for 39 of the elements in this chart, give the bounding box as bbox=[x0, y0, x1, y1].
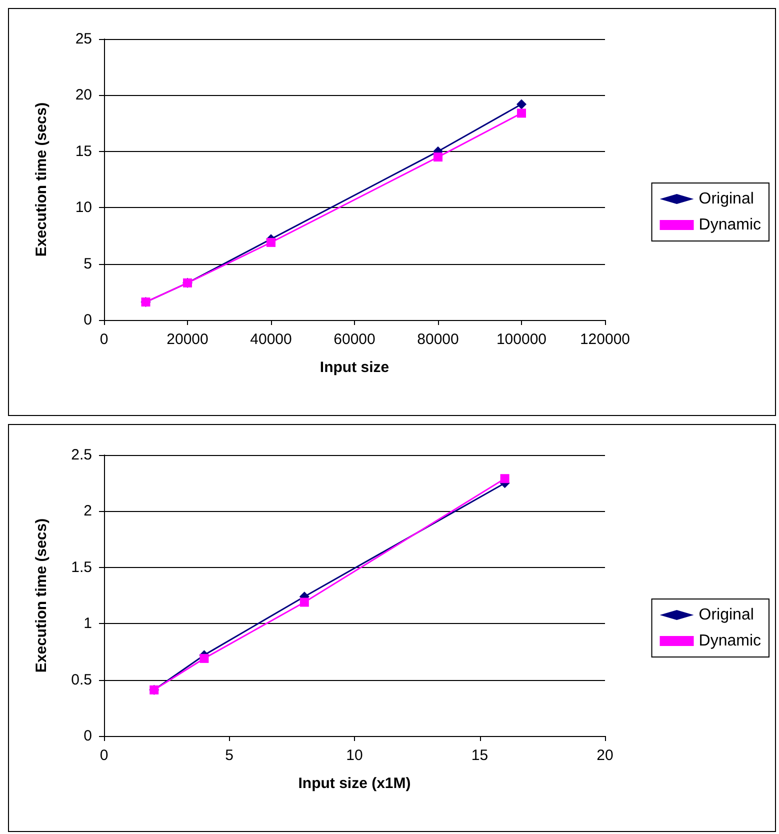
point bbox=[500, 474, 510, 484]
y-tick-label: 1 bbox=[84, 615, 92, 632]
x-tick-label: 120000 bbox=[580, 331, 630, 348]
y-tick-label: 20 bbox=[75, 86, 92, 104]
y-tick-label: 10 bbox=[75, 199, 92, 216]
point bbox=[300, 598, 309, 607]
x-tick-label: 5 bbox=[225, 747, 234, 764]
point bbox=[266, 238, 276, 247]
x-tick-label: 20 bbox=[596, 747, 614, 764]
x-tick-label: 0 bbox=[100, 331, 108, 348]
x-tick-label: 80000 bbox=[417, 331, 459, 348]
y-axis-title: Execution time (secs) bbox=[33, 518, 50, 673]
x-tick-label: 20000 bbox=[166, 331, 208, 348]
y-tick-label: 2.5 bbox=[71, 446, 92, 464]
y-tick-label: 0 bbox=[84, 312, 92, 328]
y-tick-label: 5 bbox=[84, 255, 92, 272]
y-tick-label: 15 bbox=[75, 142, 92, 160]
x-tick-label: 15 bbox=[471, 747, 488, 764]
legend-label: Original bbox=[698, 606, 754, 624]
y-tick-label: 2 bbox=[84, 502, 92, 520]
point bbox=[434, 152, 442, 162]
point bbox=[517, 108, 526, 118]
point bbox=[516, 99, 526, 110]
y-tick-label: 0 bbox=[84, 728, 92, 744]
x-axis-title: Input size bbox=[320, 359, 390, 376]
x-tick-label: 10 bbox=[346, 747, 363, 764]
x-tick-label: 40000 bbox=[250, 331, 292, 348]
legend-label: Dynamic bbox=[698, 216, 761, 234]
point bbox=[200, 654, 209, 663]
x-tick-label: 100000 bbox=[496, 331, 547, 348]
legend-label: Dynamic bbox=[698, 632, 761, 650]
x-tick-label: 0 bbox=[100, 747, 108, 764]
y-tick-label: 0.5 bbox=[71, 671, 92, 688]
y-tick-label: 1.5 bbox=[71, 558, 92, 576]
x-tick-label: 60000 bbox=[334, 331, 376, 348]
y-tick-label: 25 bbox=[75, 30, 92, 48]
legend-label: Original bbox=[698, 190, 754, 208]
x-axis-title: Input size (x1M) bbox=[298, 775, 411, 792]
y-axis-title: Execution time (secs) bbox=[33, 102, 50, 257]
